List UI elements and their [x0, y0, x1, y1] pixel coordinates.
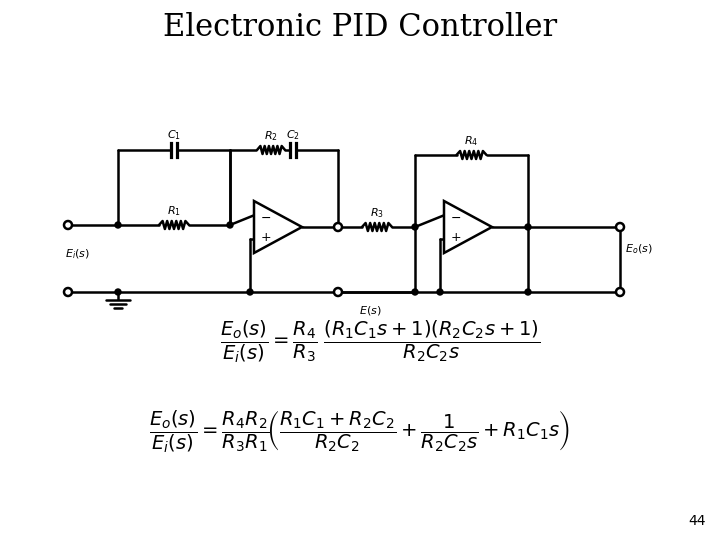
Circle shape [115, 289, 121, 295]
Text: $+$: $+$ [450, 232, 462, 245]
Circle shape [525, 289, 531, 295]
Text: Electronic PID Controller: Electronic PID Controller [163, 12, 557, 43]
Text: $E_i(s)$: $E_i(s)$ [65, 247, 90, 261]
Text: $C_1$: $C_1$ [167, 128, 181, 142]
Circle shape [334, 288, 342, 296]
Polygon shape [254, 201, 302, 253]
Polygon shape [444, 201, 492, 253]
Circle shape [412, 224, 418, 230]
Circle shape [247, 289, 253, 295]
Text: 44: 44 [688, 514, 706, 528]
Circle shape [412, 289, 418, 295]
Circle shape [115, 222, 121, 228]
Circle shape [64, 288, 72, 296]
Circle shape [334, 223, 342, 231]
Text: $\dfrac{E_o(s)}{E_i(s)} = \dfrac{R_4R_2}{R_3R_1}\!\left(\dfrac{R_1C_1+R_2C_2}{R_: $\dfrac{E_o(s)}{E_i(s)} = \dfrac{R_4R_2}… [150, 409, 570, 455]
Text: $C_2$: $C_2$ [286, 128, 300, 142]
Circle shape [64, 221, 72, 229]
Text: $+$: $+$ [260, 232, 271, 245]
Text: $R_3$: $R_3$ [370, 206, 384, 220]
Text: $E_o(s)$: $E_o(s)$ [625, 242, 652, 255]
Text: $\dfrac{E_o(s)}{E_i(s)} = \dfrac{R_4}{R_3}\;\dfrac{(R_1C_1s+1)(R_2C_2s+1)}{R_2C_: $\dfrac{E_o(s)}{E_i(s)} = \dfrac{R_4}{R_… [220, 319, 540, 366]
Circle shape [616, 223, 624, 231]
Text: $-$: $-$ [450, 211, 461, 224]
Circle shape [616, 288, 624, 296]
Text: $-$: $-$ [260, 211, 271, 224]
Text: $E(s)$: $E(s)$ [359, 304, 382, 317]
Circle shape [525, 224, 531, 230]
Text: $R_1$: $R_1$ [167, 204, 181, 218]
Circle shape [437, 289, 443, 295]
Circle shape [227, 222, 233, 228]
Text: $R_4$: $R_4$ [464, 134, 479, 148]
Text: $R_2$: $R_2$ [264, 129, 278, 143]
